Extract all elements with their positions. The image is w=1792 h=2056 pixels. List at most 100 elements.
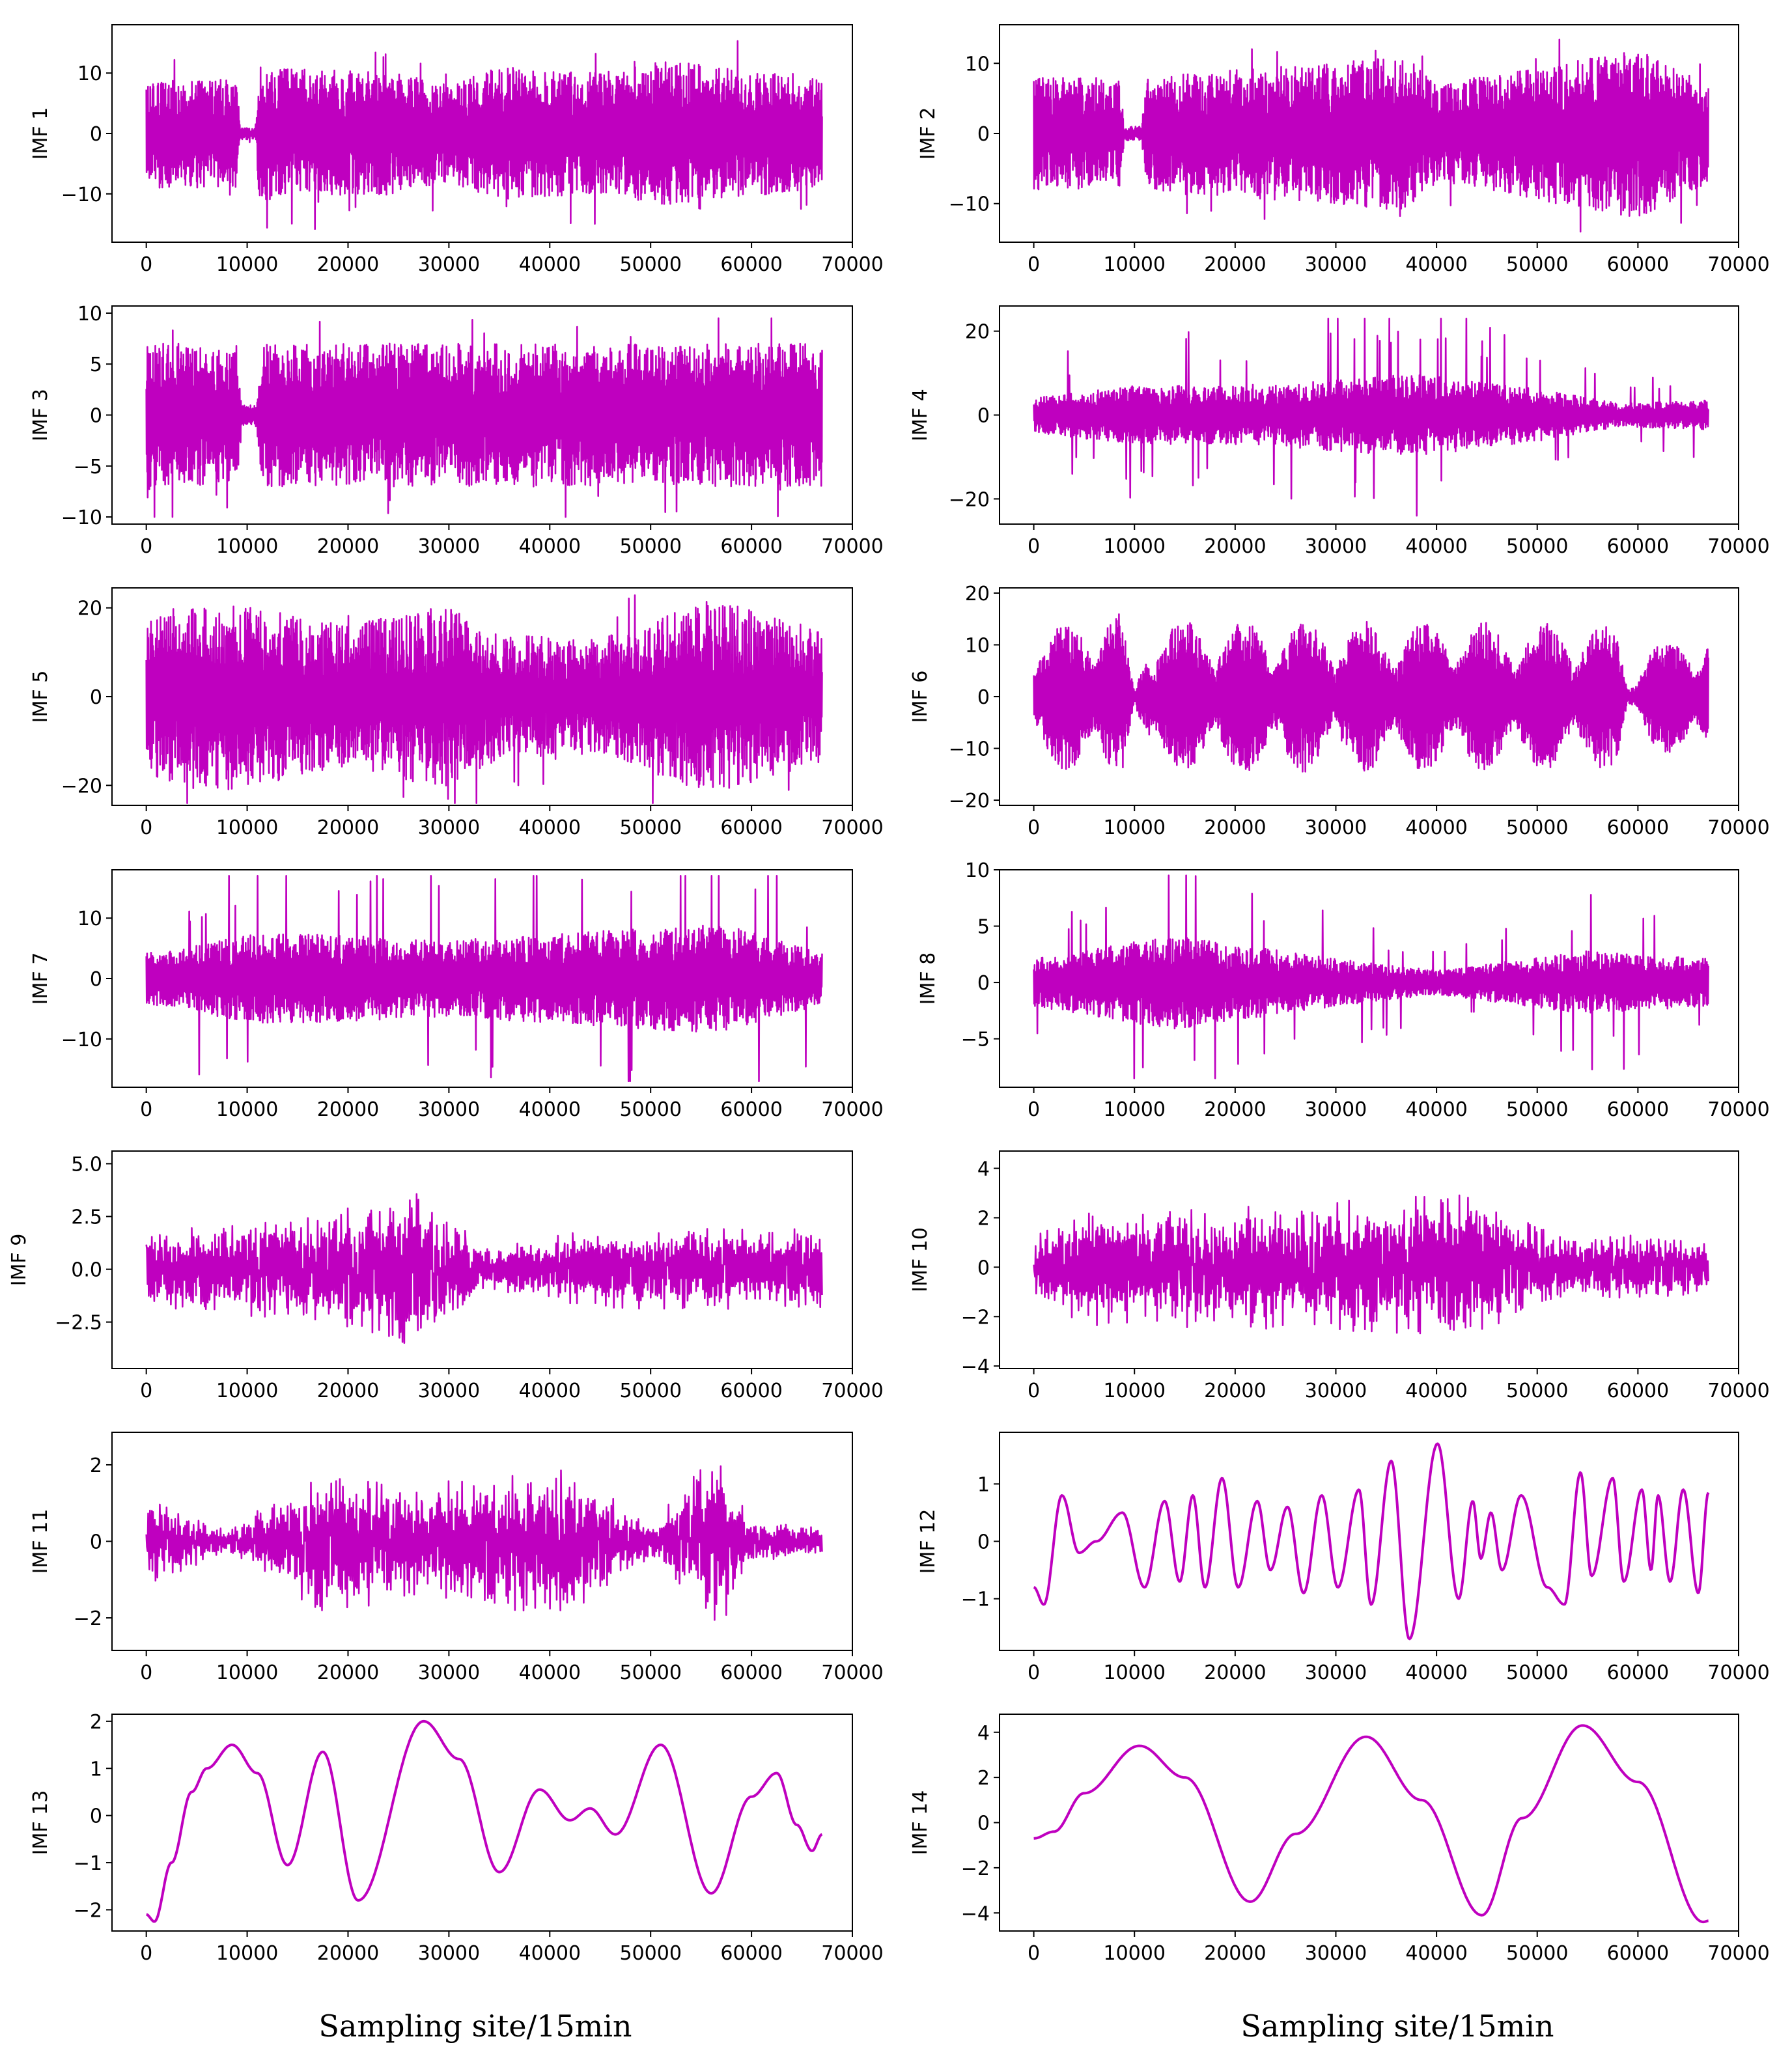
y-tick-label: −10 (61, 507, 102, 529)
x-tick-label: 20000 (1204, 1380, 1266, 1402)
y-tick-label: 5 (977, 916, 990, 939)
imf-panel: 0 10000 20000 30000 40000 50000 60000 70000 −20 0… (29, 587, 884, 839)
x-axis-title-left: Sampling site/15min (318, 2008, 632, 2044)
imf-panel: 0 10000 20000 30000 40000 50000 60000 70000 −2.5… (8, 1150, 884, 1402)
x-tick-label: 60000 (720, 253, 782, 276)
x-tick-label: 20000 (317, 535, 379, 558)
x-tick-label: 50000 (1506, 1380, 1568, 1402)
x-tick-label: 50000 (619, 1942, 681, 1965)
y-tick-label: −4 (961, 1355, 990, 1378)
x-tick-label: 70000 (1707, 816, 1769, 839)
imf-panel: 0 10000 20000 30000 40000 50000 60000 70000 −5 0 5… (917, 859, 1770, 1121)
x-tick-label: 20000 (317, 1942, 379, 1965)
x-tick-label: 30000 (1305, 1380, 1367, 1402)
x-tick-label: 50000 (1506, 1942, 1568, 1965)
x-tick-label: 60000 (720, 1942, 782, 1965)
y-tick-label: −4 (961, 1902, 990, 1925)
y-tick-label: 0 (90, 1531, 102, 1554)
y-tick-label: 10 (965, 634, 990, 657)
imf-series-line (1033, 874, 1709, 1079)
x-tick-label: 70000 (1707, 535, 1769, 558)
y-tick-label: −1 (74, 1852, 102, 1875)
x-tick-label: 50000 (619, 253, 681, 276)
imf-series-line (145, 594, 823, 804)
y-tick-label: 0 (90, 123, 102, 146)
x-tick-label: 10000 (216, 1942, 278, 1965)
x-tick-label: 50000 (619, 535, 681, 558)
x-tick-label: 20000 (1204, 1942, 1266, 1965)
x-tick-label: 40000 (519, 535, 581, 558)
x-tick-label: 40000 (1405, 1098, 1467, 1121)
y-tick-label: −10 (949, 738, 990, 761)
y-axis-label: IMF 8 (917, 952, 940, 1005)
x-tick-label: 10000 (216, 1098, 278, 1121)
imf-panel: 0 10000 20000 30000 40000 50000 60000 70000 −1 0 1… (917, 1432, 1770, 1684)
x-tick-label: 60000 (1607, 1942, 1669, 1965)
y-tick-label: −2 (74, 1607, 102, 1630)
plot-frame (999, 1432, 1739, 1651)
x-tick-label: 30000 (1305, 1942, 1367, 1965)
x-tick-label: 40000 (519, 1942, 581, 1965)
imf-panel: 0 10000 20000 30000 40000 50000 60000 70000 −20 −… (909, 583, 1770, 839)
x-tick-label: 70000 (1707, 1098, 1769, 1121)
x-tick-label: 70000 (1707, 1380, 1769, 1402)
x-tick-label: 20000 (1204, 1098, 1266, 1121)
x-tick-label: 20000 (317, 1098, 379, 1121)
x-tick-label: 20000 (317, 253, 379, 276)
x-tick-label: 30000 (418, 1661, 480, 1684)
imf-series-line (145, 1193, 823, 1344)
y-tick-label: 2 (977, 1207, 990, 1230)
imf-panels: 0 10000 20000 30000 40000 50000 60000 70000−100… (8, 24, 1770, 1965)
x-tick-label: 0 (140, 816, 152, 839)
x-tick-label: 0 (140, 1942, 152, 1965)
x-tick-label: 0 (1028, 1661, 1040, 1684)
y-axis-label: IMF 2 (917, 107, 940, 160)
y-axis-label: IMF 7 (29, 952, 52, 1005)
y-tick-label: 0 (90, 968, 102, 991)
x-tick-label: 40000 (519, 1098, 581, 1121)
plot-frame (111, 1714, 853, 1932)
y-tick-label: 20 (965, 583, 990, 605)
x-tick-label: 30000 (418, 1098, 480, 1121)
y-tick-label: −10 (61, 184, 102, 206)
x-tick-label: 0 (1028, 1942, 1040, 1965)
x-tick-label: 20000 (1204, 1661, 1266, 1684)
imf-panel: 0 10000 20000 30000 40000 50000 60000 70000 −2 0 2… (29, 1432, 884, 1684)
x-tick-label: 60000 (1607, 816, 1669, 839)
x-tick-label: 10000 (216, 535, 278, 558)
x-tick-label: 30000 (1305, 253, 1367, 276)
imf-panel: 0 10000 20000 30000 40000 50000 60000 70000 −10 0… (29, 869, 884, 1121)
plot-frame (111, 1150, 853, 1369)
x-tick-label: 40000 (519, 816, 581, 839)
x-tick-label: 10000 (1103, 1942, 1165, 1965)
y-axis-label: IMF 13 (29, 1790, 52, 1855)
x-tick-label: 0 (1028, 816, 1040, 839)
x-tick-label: 40000 (1405, 253, 1467, 276)
y-axis-label: IMF 11 (29, 1509, 52, 1574)
y-tick-label: 5.0 (71, 1153, 102, 1176)
y-tick-label: −20 (949, 790, 990, 813)
x-tick-label: 0 (140, 1661, 152, 1684)
x-tick-label: 30000 (1305, 535, 1367, 558)
imf-panel: 0 10000 20000 30000 40000 50000 60000 70000 −10 0… (917, 24, 1770, 276)
y-tick-label: 20 (965, 321, 990, 344)
y-axis-label: IMF 10 (909, 1227, 932, 1292)
x-tick-label: 10000 (1103, 1380, 1165, 1402)
imf-panel: 0 10000 20000 30000 40000 50000 60000 70000 −20 0… (909, 305, 1770, 558)
imf-series-line (146, 1719, 823, 1923)
x-tick-label: 70000 (821, 1942, 883, 1965)
x-tick-label: 10000 (1103, 1098, 1165, 1121)
y-axis-label: IMF 12 (917, 1509, 940, 1574)
y-axis-label: IMF 9 (8, 1234, 31, 1286)
x-tick-label: 10000 (1103, 535, 1165, 558)
x-tick-label: 30000 (1305, 1661, 1367, 1684)
x-tick-label: 50000 (619, 816, 681, 839)
imf-series-line (1033, 1442, 1710, 1641)
x-tick-label: 0 (1028, 253, 1040, 276)
y-tick-label: 4 (977, 1722, 990, 1745)
x-tick-label: 70000 (821, 1380, 883, 1402)
x-tick-label: 60000 (720, 535, 782, 558)
y-axis-label: IMF 3 (29, 389, 52, 441)
x-tick-label: 10000 (1103, 1661, 1165, 1684)
x-tick-label: 60000 (1607, 1661, 1669, 1684)
